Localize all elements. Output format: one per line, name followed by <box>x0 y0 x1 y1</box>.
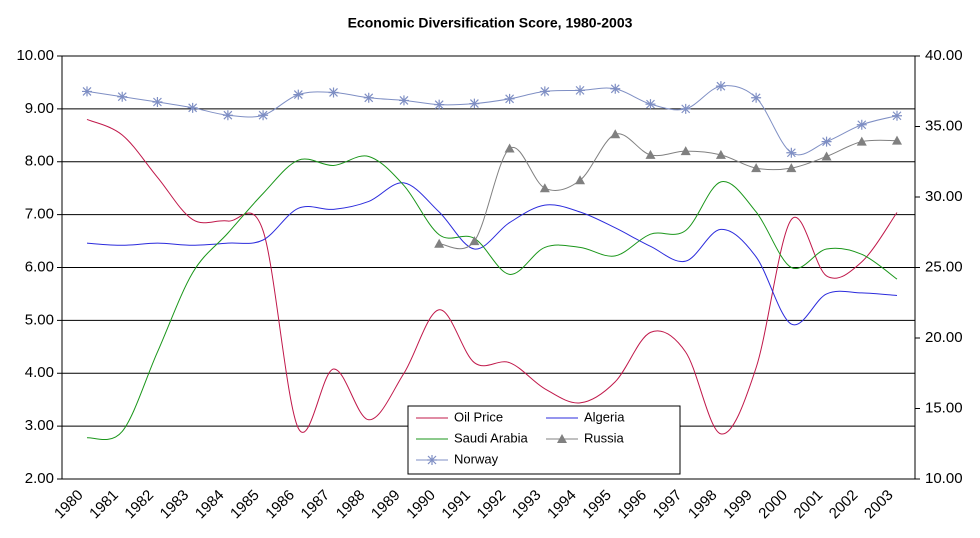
y2-tick-label: 30.00 <box>925 188 963 205</box>
star-marker <box>504 93 515 104</box>
star-marker <box>434 99 445 110</box>
legend-label: Norway <box>454 451 499 466</box>
y2-tick-label: 15.00 <box>925 399 963 416</box>
star-marker <box>469 98 480 109</box>
star-marker <box>856 119 867 130</box>
y-tick-label: 2.00 <box>25 470 54 487</box>
triangle-marker <box>786 163 797 173</box>
triangle-marker <box>892 135 902 145</box>
legend-label: Algeria <box>584 409 625 424</box>
triangle-marker <box>610 129 621 139</box>
star-marker <box>715 81 726 92</box>
y-tick-label: 8.00 <box>25 153 54 170</box>
star-marker <box>786 147 797 158</box>
triangle-marker <box>680 146 691 156</box>
star-marker <box>751 92 762 103</box>
y2-tick-label: 40.00 <box>925 47 963 64</box>
y2-tick-label: 35.00 <box>925 117 963 134</box>
star-marker <box>328 87 339 98</box>
legend-label: Oil Price <box>454 409 503 424</box>
star-marker <box>258 110 269 121</box>
legend-box <box>407 405 681 475</box>
chart-title: Economic Diversification Score, 1980-200… <box>348 15 633 31</box>
y2-tick-label: 25.00 <box>925 258 963 275</box>
triangle-marker <box>715 149 726 159</box>
legend-label: Russia <box>584 430 625 445</box>
y-tick-label: 9.00 <box>25 100 54 117</box>
star-marker <box>575 85 586 96</box>
triangle-marker <box>504 143 515 153</box>
series-line <box>86 155 898 441</box>
series-line <box>86 118 898 435</box>
star-marker <box>539 86 550 97</box>
y-tick-label: 3.00 <box>25 417 54 434</box>
triangle-marker <box>645 149 656 159</box>
series-line <box>86 182 898 326</box>
triangle-marker <box>575 175 586 185</box>
triangle-marker <box>821 151 832 161</box>
y-tick-label: 6.00 <box>25 258 54 275</box>
star-marker <box>293 89 304 100</box>
star-marker <box>152 97 163 108</box>
star-marker <box>645 99 656 110</box>
star-marker <box>427 455 437 465</box>
star-marker <box>117 91 128 102</box>
star-marker <box>363 92 374 103</box>
star-marker <box>821 136 832 147</box>
star-marker <box>82 86 92 97</box>
triangle-marker <box>539 183 550 193</box>
star-marker <box>610 83 621 94</box>
triangle-marker <box>557 434 567 443</box>
star-marker <box>187 102 198 113</box>
legend-label: Saudi Arabia <box>454 430 528 445</box>
y-tick-label: 4.00 <box>25 364 54 381</box>
star-marker <box>222 110 233 121</box>
y-tick-label: 5.00 <box>25 311 54 328</box>
star-marker <box>398 95 409 106</box>
star-marker <box>680 103 691 114</box>
triangle-marker <box>469 236 480 246</box>
y-tick-label: 10.00 <box>16 47 54 64</box>
y-tick-label: 7.00 <box>25 206 54 223</box>
y2-tick-label: 20.00 <box>925 329 963 346</box>
triangle-marker <box>751 163 762 173</box>
triangle-marker <box>856 136 867 146</box>
y2-tick-label: 10.00 <box>925 470 963 487</box>
star-marker <box>892 110 902 121</box>
triangle-marker <box>434 238 445 248</box>
